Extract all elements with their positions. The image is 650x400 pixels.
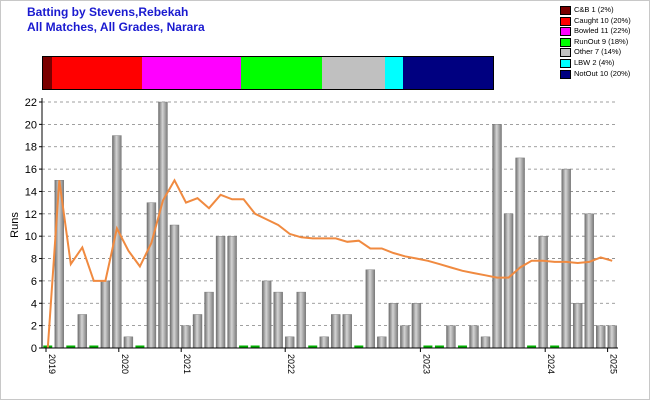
zero-score-marker	[550, 345, 560, 348]
run-bar	[572, 303, 583, 349]
run-bar	[561, 168, 571, 349]
zero-score-marker	[89, 345, 99, 348]
dismissal-segment	[241, 57, 322, 89]
run-bar	[100, 280, 111, 349]
run-bar	[192, 314, 203, 349]
zero-score-marker	[308, 345, 318, 348]
legend-label: C&B 1 (2%)	[574, 5, 614, 14]
run-bar	[411, 303, 422, 349]
legend-label: LBW 2 (4%)	[574, 57, 615, 67]
x-tick-label: 2021	[182, 354, 192, 374]
legend-label: Other 7 (14%)	[574, 47, 622, 57]
chart-subtitle: All Matches, All Grades, Narara	[27, 20, 205, 34]
legend-label: Bowled 11 (22%)	[574, 26, 631, 36]
zero-score-marker	[423, 345, 433, 348]
run-bar	[261, 280, 272, 349]
run-bar	[204, 291, 214, 349]
y-tick-label: 18	[25, 142, 37, 154]
dismissal-segment	[403, 57, 493, 89]
legend-swatch	[560, 58, 571, 68]
legend-swatch	[560, 16, 571, 26]
x-tick-label: 2025	[609, 354, 619, 374]
run-bar	[480, 336, 491, 349]
run-bar	[342, 314, 352, 349]
y-tick-label: 6	[31, 276, 37, 288]
run-bar	[503, 213, 514, 349]
zero-score-marker	[135, 345, 145, 348]
y-tick-label: 10	[25, 231, 37, 243]
run-bar	[273, 291, 283, 349]
y-tick-label: 14	[25, 186, 37, 198]
run-bar	[123, 336, 134, 349]
zero-score-marker	[354, 345, 364, 348]
run-bar	[584, 213, 594, 349]
legend-swatch	[560, 69, 571, 79]
run-bar	[215, 235, 226, 349]
y-tick-label: 20	[25, 119, 37, 131]
zero-score-marker	[239, 345, 249, 348]
legend-swatch	[560, 6, 571, 15]
y-tick-label: 16	[25, 164, 37, 176]
run-bar	[169, 224, 180, 349]
dismissal-breakdown-bar	[42, 56, 494, 90]
legend-swatch	[560, 48, 571, 58]
run-bar	[596, 325, 606, 349]
run-bar	[365, 269, 376, 349]
run-bar	[492, 124, 502, 349]
run-bar	[469, 325, 479, 349]
x-tick-label: 2024	[546, 354, 556, 374]
y-tick-label: 8	[31, 254, 37, 266]
zero-score-marker	[457, 345, 467, 348]
dismissal-segment	[142, 57, 241, 89]
average-line	[46, 178, 613, 349]
x-tick-label: 2020	[120, 354, 130, 374]
chart-title: Batting by Stevens,Rebekah	[27, 5, 189, 19]
dismissal-segment	[43, 57, 52, 89]
run-bar	[158, 101, 168, 349]
dismissal-segment	[322, 57, 385, 89]
run-bar	[181, 325, 191, 349]
run-bar	[284, 336, 295, 349]
legend-swatch	[560, 37, 571, 47]
legend-label: Caught 10 (20%)	[574, 15, 631, 25]
run-bar	[388, 303, 399, 349]
run-bar	[446, 325, 456, 349]
run-bar	[538, 235, 548, 349]
y-tick-label: 2	[31, 321, 37, 333]
zero-score-marker	[66, 345, 76, 348]
legend-label: RunOut 9 (18%)	[574, 36, 629, 46]
run-bar	[331, 314, 341, 349]
legend-swatch	[560, 27, 571, 37]
run-bar	[296, 291, 306, 349]
run-bar	[146, 202, 157, 349]
y-tick-label: 22	[25, 97, 37, 109]
legend-label: NotOut 10 (20%)	[574, 68, 631, 78]
run-bar	[515, 157, 525, 349]
run-bar	[77, 314, 88, 349]
y-tick-label: 12	[25, 209, 37, 221]
zero-score-marker	[250, 345, 260, 348]
dismissal-segment	[52, 57, 142, 89]
y-tick-label: 4	[31, 298, 37, 310]
zero-score-marker	[527, 345, 537, 348]
zero-score-marker	[434, 345, 444, 348]
run-bar	[400, 325, 410, 349]
x-tick-label: 2019	[47, 354, 57, 374]
dismissal-segment	[385, 57, 403, 89]
y-tick-label: 0	[31, 343, 37, 355]
run-bar	[227, 235, 237, 349]
run-bar	[319, 336, 329, 349]
run-bar	[607, 325, 617, 349]
x-tick-label: 2023	[421, 354, 431, 374]
run-bar	[377, 336, 387, 349]
x-tick-label: 2022	[286, 354, 296, 374]
y-axis-label: Runs	[9, 212, 21, 238]
